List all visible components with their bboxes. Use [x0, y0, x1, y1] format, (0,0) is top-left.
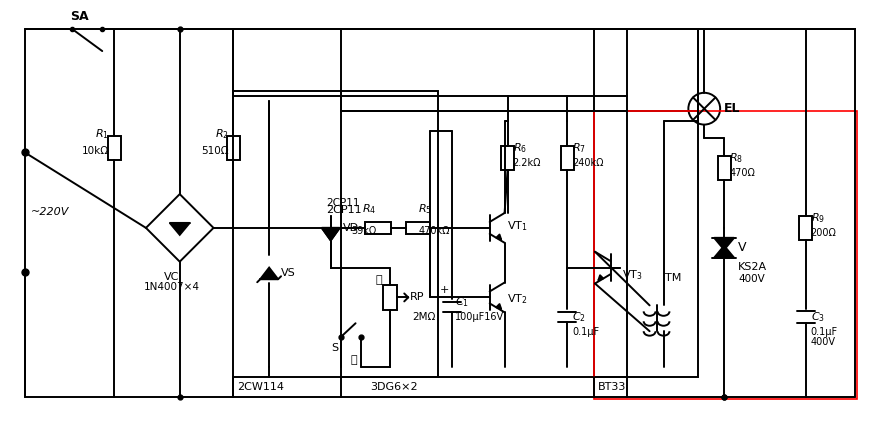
Text: $R_9$: $R_9$	[811, 211, 825, 225]
Polygon shape	[322, 228, 340, 241]
Polygon shape	[170, 223, 189, 235]
Bar	[341, 111, 626, 377]
Text: 10kΩ: 10kΩ	[82, 146, 109, 157]
Text: +: +	[440, 285, 449, 295]
Text: 39kΩ: 39kΩ	[352, 226, 376, 236]
Text: 0.1μF: 0.1μF	[811, 327, 838, 337]
Text: $R_8$: $R_8$	[729, 151, 744, 165]
Bar	[718, 157, 730, 180]
Text: $C_3$: $C_3$	[811, 311, 825, 324]
Text: 510Ω: 510Ω	[201, 146, 228, 157]
Text: 400V: 400V	[738, 273, 765, 284]
Text: VS: VS	[281, 268, 296, 278]
Text: 470kΩ: 470kΩ	[418, 226, 449, 236]
Text: $R_2$: $R_2$	[215, 127, 228, 141]
Text: 2CP11: 2CP11	[326, 205, 361, 215]
Text: 暗: 暗	[351, 355, 357, 365]
Bar	[560, 146, 574, 170]
Text: $C_1$: $C_1$	[455, 295, 469, 309]
Text: $R_1$: $R_1$	[95, 127, 109, 141]
Bar	[406, 222, 430, 234]
Text: KS2A: KS2A	[738, 262, 767, 272]
Text: $R_7$: $R_7$	[572, 141, 586, 155]
Bar	[107, 136, 121, 160]
Text: VC: VC	[164, 272, 180, 281]
Text: 470Ω: 470Ω	[729, 168, 755, 178]
Bar	[594, 111, 857, 399]
Text: 2CP11: 2CP11	[326, 198, 359, 208]
Text: SA: SA	[70, 10, 89, 23]
Text: BT33: BT33	[598, 382, 626, 392]
Text: 100μF16V: 100μF16V	[455, 312, 504, 322]
Text: 2MΩ: 2MΩ	[412, 312, 435, 322]
Bar	[594, 111, 699, 377]
Text: 240kΩ: 240kΩ	[572, 158, 603, 168]
Text: 亮: 亮	[375, 275, 381, 284]
Text: $R_6$: $R_6$	[513, 141, 527, 155]
Text: 400V: 400V	[811, 337, 835, 347]
Text: VT$_1$: VT$_1$	[507, 219, 528, 233]
Bar	[233, 91, 438, 377]
Bar	[501, 146, 514, 170]
Text: RP: RP	[411, 292, 425, 303]
Bar	[227, 136, 240, 160]
Text: $R_4$: $R_4$	[362, 202, 376, 216]
Text: EL: EL	[724, 102, 741, 115]
Text: S: S	[331, 343, 338, 353]
Text: VT$_2$: VT$_2$	[507, 292, 527, 306]
Polygon shape	[714, 238, 734, 250]
Text: VT$_3$: VT$_3$	[622, 269, 643, 282]
Text: 0.1μF: 0.1μF	[572, 327, 599, 337]
Text: ~220V: ~220V	[31, 207, 69, 217]
Bar	[366, 222, 391, 234]
Polygon shape	[260, 268, 278, 279]
Text: TM: TM	[664, 273, 681, 282]
Bar	[383, 284, 397, 310]
Text: 2.2kΩ: 2.2kΩ	[513, 158, 541, 168]
Text: $R_5$: $R_5$	[418, 202, 432, 216]
Polygon shape	[714, 246, 734, 258]
Text: $C_2$: $C_2$	[572, 311, 586, 324]
Bar	[799, 216, 812, 240]
Text: 1N4007×4: 1N4007×4	[144, 281, 200, 292]
Text: V: V	[738, 241, 746, 254]
Text: 3DG6×2: 3DG6×2	[371, 382, 418, 392]
Text: VD: VD	[343, 223, 359, 233]
Polygon shape	[322, 228, 340, 241]
Text: 200Ω: 200Ω	[811, 228, 836, 238]
Text: 2CW114: 2CW114	[237, 382, 285, 392]
